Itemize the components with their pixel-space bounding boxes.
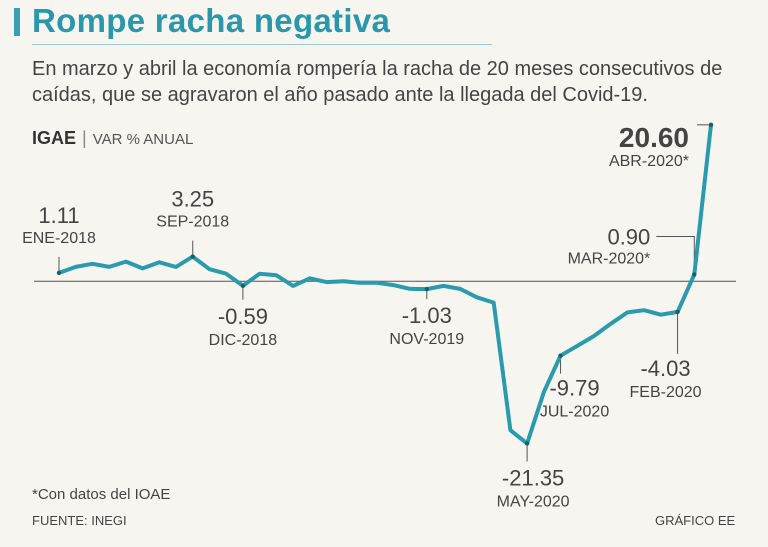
- series-line-igae: [57, 122, 713, 446]
- date-label-may-2020: MAY-2020: [497, 493, 570, 510]
- indicator-unit: VAR % ANUAL: [92, 131, 194, 148]
- point-markers-layer: [56, 122, 714, 446]
- data-labels-layer: 1.11 ENE-2018 3.25 SEP-2018 -0.59 DIC-2018 -1.…: [22, 122, 702, 511]
- leader-line-layer: [58, 124, 711, 462]
- date-label-jul-2020: JUL-2020: [540, 404, 609, 421]
- source-note: FUENTE: INEGI: [32, 513, 127, 528]
- date-label-ene-2018: ENE-2018: [22, 230, 96, 247]
- leader-line-mar-2020: [656, 235, 695, 275]
- point-marker-jul-2020: [558, 353, 563, 358]
- value-label-mar-2020: 0.90: [607, 224, 650, 249]
- value-label-dic-2018: -0.59: [218, 304, 268, 329]
- chart-title: Rompe racha negativa: [32, 2, 391, 39]
- series-line-layer: [57, 122, 713, 446]
- indicator-label: IGAE | VAR % ANUAL: [32, 128, 193, 149]
- title-accent-bar: [14, 8, 20, 36]
- value-label-ene-2018: 1.11: [38, 203, 79, 228]
- chart-subtitle: En marzo y abril la economía rompería la…: [32, 58, 723, 106]
- footnote: *Con datos del IOAE: [32, 486, 171, 503]
- graphic-credit: GRÁFICO EE: [655, 513, 736, 528]
- value-label-nov-2019: -1.03: [402, 303, 452, 328]
- point-marker-feb-2020: [675, 309, 680, 315]
- date-label-abr-2020: ABR-2020*: [609, 153, 689, 170]
- value-label-feb-2020: -4.03: [640, 356, 690, 381]
- point-marker-abr-2020: [708, 122, 714, 128]
- date-label-dic-2018: DIC-2018: [209, 332, 278, 349]
- point-marker-may-2020: [524, 441, 530, 446]
- value-label-may-2020: -21.35: [502, 465, 564, 490]
- value-label-abr-2020: 20.60: [619, 122, 689, 153]
- label-separator: |: [82, 128, 87, 148]
- title-rule: [32, 44, 492, 45]
- date-label-nov-2019: NOV-2019: [389, 331, 464, 348]
- point-marker-mar-2020: [692, 272, 697, 277]
- point-marker-sep-2018: [190, 254, 195, 259]
- point-marker-nov-2019: [424, 286, 429, 292]
- date-label-mar-2020: MAR-2020*: [568, 250, 651, 267]
- point-marker-dic-2018: [240, 283, 246, 288]
- point-marker-ene-2018: [56, 270, 62, 276]
- value-label-jul-2020: -9.79: [549, 376, 599, 401]
- value-label-sep-2018: 3.25: [171, 187, 214, 212]
- indicator-name: IGAE: [32, 128, 77, 148]
- date-label-sep-2018: SEP-2018: [156, 214, 229, 231]
- date-label-feb-2020: FEB-2020: [630, 384, 702, 401]
